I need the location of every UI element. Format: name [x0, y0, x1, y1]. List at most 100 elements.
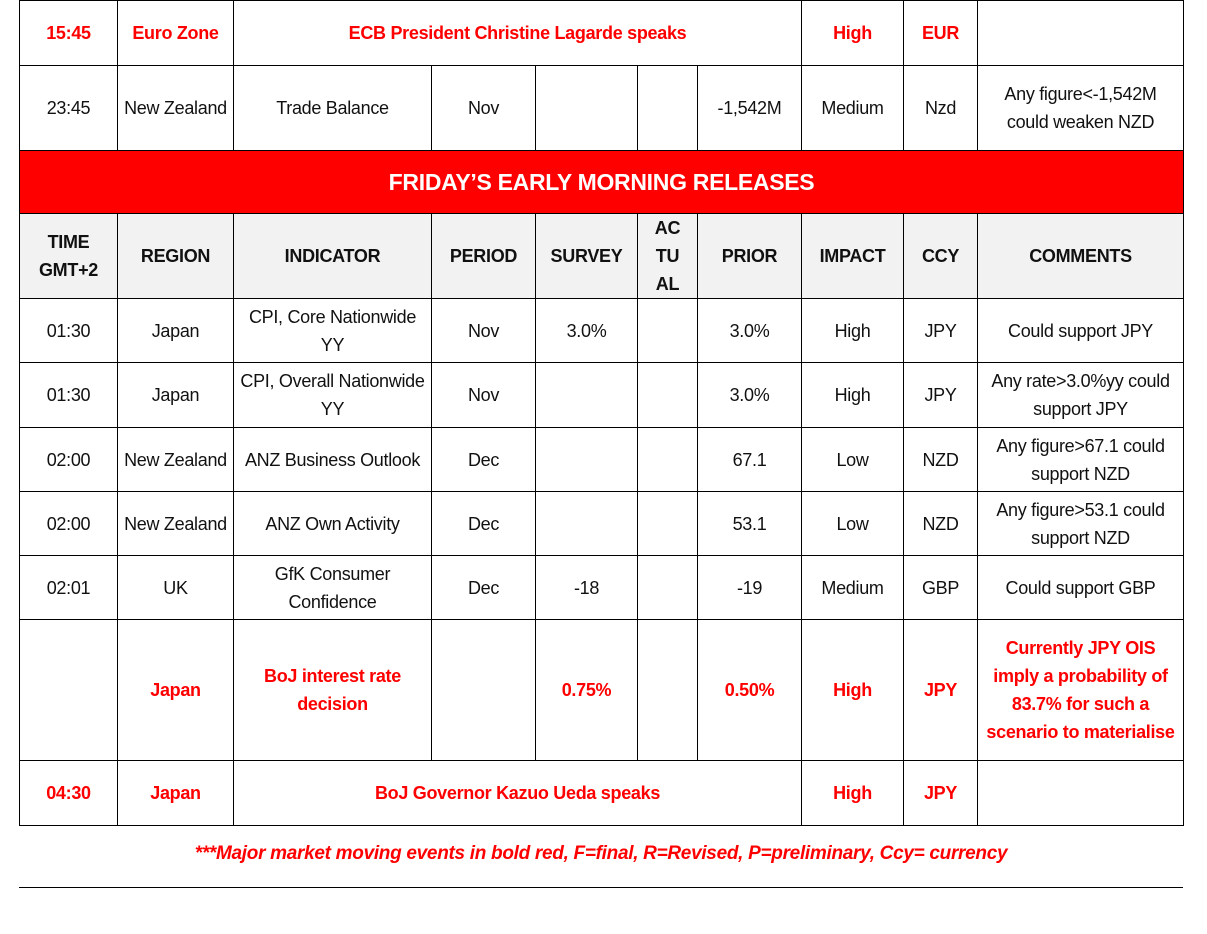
- economic-calendar-table: 15:45 Euro Zone ECB President Christine La…: [18, 0, 1185, 826]
- currency-cell: JPY: [903, 760, 979, 826]
- column-header-comments: COMMENTS: [977, 213, 1185, 299]
- time-cell: 01:30: [19, 298, 118, 363]
- comments-cell: Currently JPY OIS imply a probability of…: [977, 619, 1185, 761]
- comments-cell: [977, 760, 1185, 826]
- survey-cell: [535, 65, 638, 151]
- release-row: Japan BoJ interest rate decision 0.75% 0.50…: [19, 619, 1185, 761]
- impact-cell: Low: [801, 491, 905, 556]
- region-cell: UK: [117, 555, 234, 620]
- column-header-period: PERIOD: [431, 213, 536, 299]
- time-cell: 02:00: [19, 427, 118, 492]
- time-cell: 04:30: [19, 760, 118, 826]
- impact-cell: High: [801, 298, 905, 363]
- impact-cell: High: [801, 0, 905, 66]
- period-cell: [431, 619, 536, 761]
- impact-cell: High: [801, 362, 905, 428]
- region-cell: New Zealand: [117, 491, 234, 556]
- indicator-cell: CPI, Core Nationwide YY: [233, 298, 432, 363]
- comments-cell: Any figure>67.1 could support NZD: [977, 427, 1185, 492]
- currency-cell: JPY: [903, 362, 979, 428]
- prior-cell: -19: [696, 555, 803, 620]
- event-row: 04:30 Japan BoJ Governor Kazuo Ueda speaks…: [19, 760, 1185, 826]
- comments-cell: Could support GBP: [977, 555, 1185, 620]
- impact-cell: Medium: [801, 555, 905, 620]
- time-cell: 02:01: [19, 555, 118, 620]
- time-cell: [19, 619, 118, 761]
- column-header-indicator: INDICATOR: [233, 213, 432, 299]
- column-header-region: REGION: [117, 213, 234, 299]
- column-header-prior: PRIOR: [696, 213, 803, 299]
- time-cell: 02:00: [19, 491, 118, 556]
- comments-cell: Could support JPY: [977, 298, 1185, 363]
- comments-cell: Any figure>53.1 could support NZD: [977, 491, 1185, 556]
- region-cell: Japan: [117, 760, 234, 826]
- prior-cell: 67.1: [696, 427, 803, 492]
- release-row: 02:00 New Zealand ANZ Own Activity Dec 53.1 L…: [19, 491, 1185, 556]
- impact-cell: Medium: [801, 65, 905, 151]
- prior-cell: 0.50%: [696, 619, 803, 761]
- actual-cell: [637, 65, 698, 151]
- region-cell: Japan: [117, 619, 234, 761]
- region-cell: Euro Zone: [117, 0, 234, 66]
- prior-cell: 3.0%: [696, 298, 803, 363]
- release-row: 01:30 Japan CPI, Overall Nationwide YY Nov 3…: [19, 362, 1185, 428]
- region-cell: New Zealand: [117, 427, 234, 492]
- currency-cell: NZD: [903, 427, 979, 492]
- actual-cell: [637, 619, 698, 761]
- period-cell: Dec: [431, 427, 536, 492]
- indicator-cell: BoJ interest rate decision: [233, 619, 432, 761]
- column-header-time-gmt-2: TIME GMT+2: [19, 213, 118, 299]
- survey-cell: [535, 491, 638, 556]
- prior-cell: -1,542M: [696, 65, 803, 151]
- period-cell: Nov: [431, 298, 536, 363]
- time-cell: 01:30: [19, 362, 118, 428]
- prior-cell: 3.0%: [696, 362, 803, 428]
- time-cell: 15:45: [19, 0, 118, 66]
- comments-cell: Any figure<-1,542M could weaken NZD: [977, 65, 1185, 151]
- banner-title: FRIDAY’S EARLY MORNING RELEASES: [18, 150, 1185, 214]
- currency-cell: GBP: [903, 555, 979, 620]
- prior-cell: 53.1: [696, 491, 803, 556]
- currency-cell: Nzd: [903, 65, 979, 151]
- currency-cell: JPY: [903, 298, 979, 363]
- survey-cell: 0.75%: [535, 619, 638, 761]
- survey-cell: [535, 427, 638, 492]
- column-header-actual: AC TU AL: [637, 213, 698, 299]
- indicator-cell: ANZ Business Outlook: [233, 427, 432, 492]
- impact-cell: High: [801, 619, 905, 761]
- period-cell: Dec: [431, 491, 536, 556]
- column-header-impact: IMPACT: [801, 213, 905, 299]
- actual-cell: [637, 555, 698, 620]
- actual-cell: [637, 298, 698, 363]
- column-headers: TIME GMT+2 REGION INDICATOR PERIOD SURVEY AC …: [19, 213, 1185, 299]
- time-cell: 23:45: [19, 65, 118, 151]
- column-header-ccy: CCY: [903, 213, 979, 299]
- impact-cell: Low: [801, 427, 905, 492]
- section-banner: FRIDAY’S EARLY MORNING RELEASES: [18, 150, 1185, 214]
- release-row: 02:00 New Zealand ANZ Business Outlook Dec 6…: [19, 427, 1185, 492]
- indicator-cell: CPI, Overall Nationwide YY: [233, 362, 432, 428]
- region-cell: Japan: [117, 298, 234, 363]
- comments-cell: [977, 0, 1185, 66]
- currency-cell: NZD: [903, 491, 979, 556]
- survey-cell: [535, 362, 638, 428]
- divider: [19, 887, 1183, 888]
- indicator-cell: Trade Balance: [233, 65, 432, 151]
- event-cell: BoJ Governor Kazuo Ueda speaks: [232, 760, 803, 826]
- survey-cell: -18: [535, 555, 638, 620]
- region-cell: New Zealand: [117, 65, 234, 151]
- period-cell: Dec: [431, 555, 536, 620]
- footnote: ***Major market moving events in bold re…: [194, 843, 1008, 864]
- period-cell: Nov: [431, 65, 536, 151]
- actual-cell: [637, 427, 698, 492]
- period-cell: Nov: [431, 362, 536, 428]
- release-row: 23:45 New Zealand Trade Balance Nov -1,542M M…: [19, 65, 1185, 151]
- release-row: 01:30 Japan CPI, Core Nationwide YY Nov 3.0%…: [19, 298, 1185, 363]
- currency-cell: EUR: [903, 0, 979, 66]
- region-cell: Japan: [117, 362, 234, 428]
- release-row: 02:01 UK GfK Consumer Confidence Dec -18 -19 M…: [19, 555, 1185, 620]
- column-header-survey: SURVEY: [535, 213, 638, 299]
- currency-cell: JPY: [903, 619, 979, 761]
- survey-cell: 3.0%: [535, 298, 638, 363]
- impact-cell: High: [801, 760, 905, 826]
